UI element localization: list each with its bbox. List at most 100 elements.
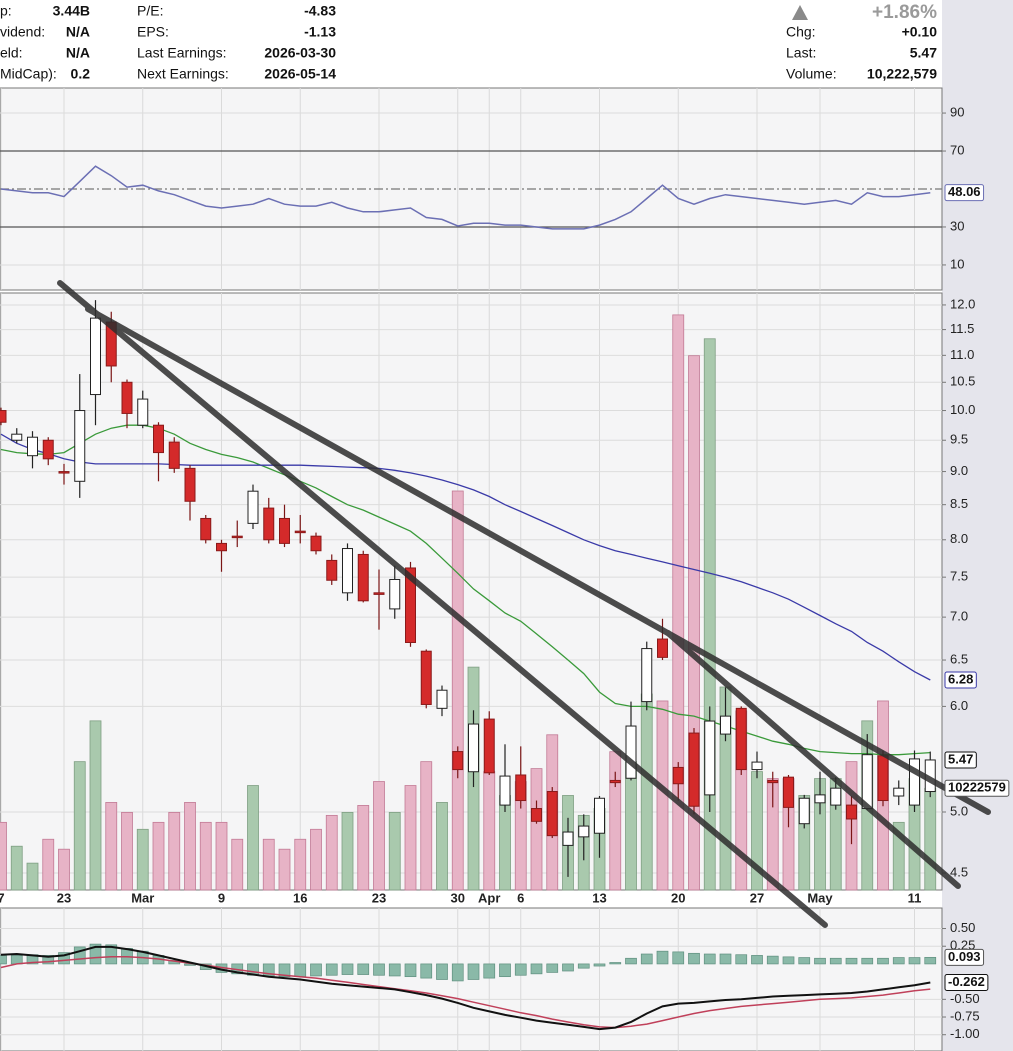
candle-body: [0, 410, 7, 423]
candle-body: [641, 648, 653, 703]
header-label: MidCap):: [0, 66, 57, 82]
header-value: 0.2: [71, 66, 91, 82]
candle-body: [499, 775, 511, 806]
trendline: [85, 306, 991, 815]
value-tag-text: -0.262: [948, 974, 985, 989]
candle-body: [11, 433, 23, 441]
volume-bar: [89, 720, 102, 891]
candle-body: [720, 715, 731, 735]
candle-body: [279, 517, 290, 544]
candle-body: [546, 791, 558, 837]
histogram-bar: [357, 963, 370, 975]
candle-body: [735, 707, 747, 771]
histogram-bar: [766, 955, 779, 965]
trendlines: [57, 280, 991, 928]
histogram-bar: [577, 963, 590, 969]
volume-bar: [420, 761, 433, 891]
rsi-line: [0, 165, 931, 230]
volume-bar: [310, 828, 322, 891]
candle-body: [468, 723, 479, 773]
histogram-bar: [751, 955, 763, 965]
histogram-bar: [483, 963, 496, 979]
value-tag: [944, 779, 1010, 797]
header-value: N/A: [66, 24, 90, 40]
header-value: 3.44B: [53, 3, 90, 19]
volume-bar: [168, 811, 181, 891]
histogram-bar: [546, 963, 559, 973]
header-label: Next Earnings:: [137, 66, 229, 82]
candle-body: [310, 535, 322, 552]
candle-body: [405, 567, 416, 643]
x-tick-label: 30: [451, 890, 465, 905]
volume-bar: [278, 848, 291, 891]
histogram-bar: [782, 956, 795, 965]
candle-body: [452, 751, 464, 771]
header-value: N/A: [66, 45, 90, 61]
x-tick-label: 27: [750, 890, 764, 905]
histogram-bar: [609, 962, 622, 965]
histogram-bar: [640, 953, 653, 965]
header-value: -4.83: [304, 3, 336, 19]
volume-bar: [483, 771, 496, 891]
header-value: 2026-03-30: [264, 45, 336, 61]
x-tick-label: 13: [592, 890, 606, 905]
candle-body: [814, 794, 826, 804]
header-label: EPS:: [137, 24, 169, 40]
volume-bar: [10, 845, 23, 891]
candle-body: [562, 831, 574, 846]
candle-body: [90, 317, 101, 396]
histogram-bar: [451, 963, 464, 982]
x-tick-label: 9: [218, 890, 225, 905]
histogram-bar: [798, 957, 811, 965]
value-tag: [944, 973, 989, 991]
histogram-bar: [703, 953, 716, 965]
y-tick-label: 6.0: [950, 698, 968, 713]
volume-bar: [625, 761, 637, 891]
y-tick-label: 90: [950, 104, 964, 119]
candle-body: [200, 517, 212, 541]
candle-body: [625, 725, 637, 779]
y-tick-label: 4.5: [950, 864, 968, 879]
x-tick-label: 16: [293, 890, 307, 905]
value-tags: 48.06 10222579 6.28 5.47 0.093 -0.262: [944, 184, 1010, 991]
volume-bar: [0, 821, 7, 891]
signal-line: [0, 956, 931, 1029]
candle-body: [704, 720, 716, 796]
candle-body: [751, 761, 763, 771]
histogram-bar: [861, 957, 874, 965]
candle-body: [609, 779, 621, 784]
candle-body: [326, 559, 338, 581]
volume-bar: [231, 838, 244, 891]
candle-body: [515, 774, 527, 802]
candle-body: [184, 467, 196, 502]
y-tick-label: -1.00: [950, 1026, 980, 1041]
candle-body: [263, 507, 275, 541]
volume-bar: [640, 693, 653, 891]
header-label: eld:: [0, 45, 23, 61]
x-tick-label: 11: [908, 890, 922, 905]
histogram-bar: [325, 963, 338, 976]
candle-body: [389, 578, 401, 610]
panels: 10 30 70 90 12.0 11.5 11.0 10.5 10.0 9.5 9.0 8.5 8.0…: [0, 87, 980, 1051]
x-tick-label: Mar: [131, 890, 154, 905]
candle-body: [830, 787, 842, 806]
candle-body: [342, 548, 353, 594]
candle-body: [420, 650, 432, 705]
candle-body: [688, 732, 700, 807]
volume-bar: [184, 802, 196, 891]
value-tag: [944, 948, 985, 966]
y-tick-label: 6.5: [950, 651, 968, 666]
candle-body: [216, 542, 227, 552]
volume-bar: [42, 838, 55, 891]
volume-bar: [105, 802, 118, 891]
header-value: 5.47: [910, 45, 937, 61]
histogram-bar: [499, 963, 511, 978]
x-tick-label: 20: [671, 890, 685, 905]
header-value: +0.10: [902, 24, 938, 40]
y-tick-label: 7.5: [950, 569, 968, 584]
histogram-bar: [341, 963, 354, 975]
volume-bar: [262, 838, 275, 891]
candle-body: [58, 471, 70, 474]
value-tag: [944, 184, 985, 202]
volume-bar: [688, 355, 700, 891]
